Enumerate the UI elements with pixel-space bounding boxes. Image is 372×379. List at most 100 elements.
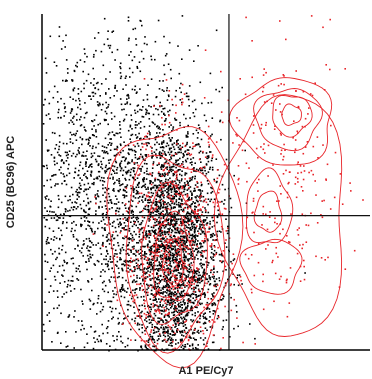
data-point: [132, 253, 135, 255]
data-point: [116, 145, 119, 148]
data-point: [163, 214, 165, 216]
data-point: [70, 230, 73, 233]
data-point: [126, 102, 128, 105]
data-point: [135, 186, 138, 189]
data-point: [289, 241, 291, 244]
data-point: [254, 337, 256, 340]
data-point: [195, 108, 197, 111]
data-point: [63, 175, 65, 178]
data-point: [173, 240, 175, 243]
data-point: [148, 232, 151, 234]
data-point: [182, 219, 185, 221]
data-point: [215, 251, 218, 254]
data-point: [205, 317, 207, 320]
data-point: [213, 321, 216, 323]
data-point: [175, 252, 177, 254]
data-point: [187, 274, 190, 276]
data-point: [135, 251, 138, 253]
data-point: [154, 200, 157, 203]
data-point: [121, 284, 124, 286]
data-point: [73, 206, 76, 208]
data-point: [144, 183, 147, 186]
data-point: [160, 309, 162, 312]
data-point: [67, 153, 69, 156]
data-point: [215, 158, 218, 160]
data-point: [136, 162, 138, 164]
data-point: [95, 114, 98, 117]
data-point: [105, 196, 107, 199]
data-point: [138, 304, 141, 307]
data-point: [119, 66, 121, 68]
data-point: [182, 282, 185, 284]
data-point: [102, 157, 105, 159]
data-point: [93, 181, 95, 184]
data-point: [104, 137, 107, 140]
data-point: [178, 262, 180, 265]
data-point: [91, 166, 93, 168]
data-point: [169, 328, 172, 330]
data-point: [164, 189, 166, 192]
data-point: [122, 120, 125, 122]
data-point: [163, 309, 166, 311]
data-point: [77, 279, 80, 281]
data-point: [153, 327, 156, 329]
data-point: [288, 181, 290, 184]
data-point: [213, 284, 215, 287]
data-point: [168, 231, 171, 234]
data-point: [146, 136, 148, 138]
data-point: [83, 116, 86, 119]
data-point: [199, 337, 202, 339]
data-point: [151, 210, 154, 213]
data-point: [168, 253, 170, 255]
data-point: [188, 298, 190, 300]
data-point: [152, 302, 155, 305]
data-point: [213, 275, 215, 278]
data-point: [152, 155, 154, 157]
data-point: [166, 303, 168, 306]
data-point: [151, 268, 154, 270]
data-point: [134, 317, 137, 320]
data-point: [154, 254, 157, 257]
data-point: [183, 93, 186, 95]
data-point: [302, 90, 305, 93]
data-point: [179, 306, 181, 308]
data-point: [129, 268, 132, 271]
data-point: [120, 160, 123, 162]
data-point: [160, 264, 163, 266]
data-point: [153, 242, 156, 245]
data-point: [88, 208, 90, 211]
data-point: [198, 232, 200, 235]
data-point: [199, 281, 201, 284]
data-point: [222, 270, 224, 273]
data-point: [179, 87, 181, 89]
data-point: [157, 278, 159, 281]
data-point: [108, 208, 111, 210]
data-point: [192, 244, 195, 246]
data-point: [245, 16, 247, 19]
data-point: [148, 130, 150, 133]
data-point: [205, 261, 208, 263]
data-point: [66, 174, 68, 177]
data-point: [117, 267, 120, 270]
data-point: [184, 265, 186, 267]
data-point: [143, 42, 146, 45]
data-point: [214, 239, 216, 242]
data-point: [110, 142, 113, 145]
data-point: [164, 114, 166, 116]
data-point: [70, 186, 73, 189]
data-point: [63, 107, 66, 110]
data-point: [147, 270, 149, 272]
data-point: [161, 175, 163, 177]
data-point: [167, 213, 169, 216]
data-point: [176, 255, 178, 258]
data-point: [195, 170, 197, 173]
data-point: [151, 216, 154, 218]
data-point: [157, 210, 160, 212]
data-point: [127, 220, 129, 222]
data-point: [163, 175, 166, 178]
data-point: [201, 266, 203, 269]
data-point: [273, 128, 276, 130]
data-point: [85, 261, 88, 263]
data-point: [70, 110, 73, 112]
data-point: [156, 254, 159, 257]
